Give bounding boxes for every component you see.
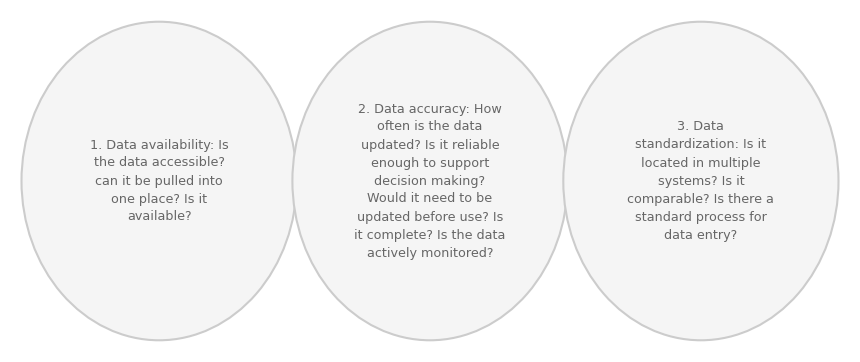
- Ellipse shape: [292, 22, 568, 340]
- Text: 1. Data availability: Is
the data accessible?
can it be pulled into
one place? I: 1. Data availability: Is the data access…: [89, 139, 229, 223]
- Ellipse shape: [563, 22, 838, 340]
- Text: 3. Data
standardization: Is it
located in multiple
systems? Is it
comparable? Is: 3. Data standardization: Is it located i…: [628, 121, 774, 241]
- Ellipse shape: [22, 22, 297, 340]
- Text: 2. Data accuracy: How
often is the data
updated? Is it reliable
enough to suppor: 2. Data accuracy: How often is the data …: [354, 102, 506, 260]
